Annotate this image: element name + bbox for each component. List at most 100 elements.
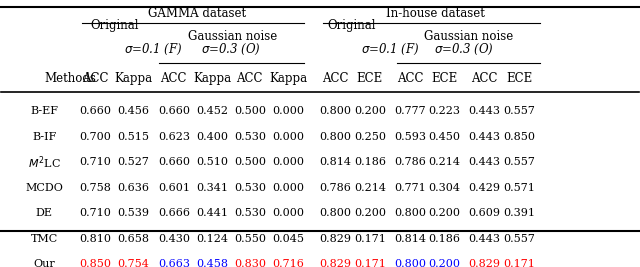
Text: Our: Our	[33, 259, 55, 267]
Text: 0.456: 0.456	[118, 107, 150, 116]
Text: 0.430: 0.430	[157, 234, 189, 244]
Text: 0.771: 0.771	[394, 183, 426, 193]
Text: 0.660: 0.660	[157, 158, 189, 167]
Text: 0.666: 0.666	[157, 208, 189, 218]
Text: ACC: ACC	[471, 72, 497, 85]
Text: 0.710: 0.710	[79, 208, 111, 218]
Text: 0.124: 0.124	[196, 234, 228, 244]
Text: Original: Original	[328, 19, 376, 32]
Text: 0.450: 0.450	[429, 132, 461, 142]
Text: 0.539: 0.539	[118, 208, 150, 218]
Text: B-EF: B-EF	[30, 107, 58, 116]
Text: 0.304: 0.304	[429, 183, 461, 193]
Text: 0.223: 0.223	[429, 107, 461, 116]
Text: 0.829: 0.829	[319, 234, 351, 244]
Text: GAMMA dataset: GAMMA dataset	[148, 7, 246, 21]
Text: 0.829: 0.829	[319, 259, 351, 267]
Text: 0.527: 0.527	[118, 158, 150, 167]
Text: 0.636: 0.636	[118, 183, 150, 193]
Text: ACC: ACC	[322, 72, 349, 85]
Text: 0.700: 0.700	[79, 132, 111, 142]
Text: B-IF: B-IF	[32, 132, 56, 142]
Text: 0.550: 0.550	[234, 234, 266, 244]
Text: Kappa: Kappa	[115, 72, 152, 85]
Text: 0.458: 0.458	[196, 259, 228, 267]
Text: 0.810: 0.810	[79, 234, 111, 244]
Text: 0.400: 0.400	[196, 132, 228, 142]
Text: MCDO: MCDO	[25, 183, 63, 193]
Text: 0.500: 0.500	[234, 158, 266, 167]
Text: 0.758: 0.758	[79, 183, 111, 193]
Text: 0.515: 0.515	[118, 132, 150, 142]
Text: 0.800: 0.800	[319, 208, 351, 218]
Text: 0.000: 0.000	[272, 107, 304, 116]
Text: 0.660: 0.660	[79, 107, 111, 116]
Text: 0.171: 0.171	[503, 259, 535, 267]
Text: 0.814: 0.814	[319, 158, 351, 167]
Text: 0.800: 0.800	[319, 132, 351, 142]
Text: 0.443: 0.443	[468, 132, 500, 142]
Text: 0.250: 0.250	[354, 132, 386, 142]
Text: DE: DE	[36, 208, 52, 218]
Text: 0.530: 0.530	[234, 183, 266, 193]
Text: Kappa: Kappa	[193, 72, 231, 85]
Text: 0.214: 0.214	[429, 158, 461, 167]
Text: 0.777: 0.777	[394, 107, 426, 116]
Text: Gaussian noise: Gaussian noise	[424, 30, 513, 43]
Text: 0.000: 0.000	[272, 208, 304, 218]
Text: ECE: ECE	[506, 72, 532, 85]
Text: 0.557: 0.557	[503, 107, 535, 116]
Text: Gaussian noise: Gaussian noise	[188, 30, 277, 43]
Text: 0.557: 0.557	[503, 234, 535, 244]
Text: 0.571: 0.571	[503, 183, 535, 193]
Text: 0.830: 0.830	[234, 259, 266, 267]
Text: 0.593: 0.593	[394, 132, 426, 142]
Text: 0.850: 0.850	[503, 132, 535, 142]
Text: 0.186: 0.186	[354, 158, 386, 167]
Text: 0.754: 0.754	[118, 259, 150, 267]
Text: 0.786: 0.786	[319, 183, 351, 193]
Text: 0.200: 0.200	[429, 259, 461, 267]
Text: 0.200: 0.200	[354, 107, 386, 116]
Text: 0.000: 0.000	[272, 158, 304, 167]
Text: $\sigma$=0.3 (O): $\sigma$=0.3 (O)	[435, 42, 494, 57]
Text: 0.200: 0.200	[429, 208, 461, 218]
Text: 0.829: 0.829	[468, 259, 500, 267]
Text: 0.530: 0.530	[234, 132, 266, 142]
Text: ACC: ACC	[397, 72, 423, 85]
Text: 0.710: 0.710	[79, 158, 111, 167]
Text: 0.443: 0.443	[468, 107, 500, 116]
Text: 0.045: 0.045	[272, 234, 304, 244]
Text: 0.716: 0.716	[272, 259, 304, 267]
Text: 0.510: 0.510	[196, 158, 228, 167]
Text: ACC: ACC	[161, 72, 187, 85]
Text: 0.658: 0.658	[118, 234, 150, 244]
Text: 0.814: 0.814	[394, 234, 426, 244]
Text: 0.530: 0.530	[234, 208, 266, 218]
Text: 0.500: 0.500	[234, 107, 266, 116]
Text: 0.000: 0.000	[272, 132, 304, 142]
Text: ACC: ACC	[237, 72, 263, 85]
Text: 0.800: 0.800	[394, 259, 426, 267]
Text: $\sigma$=0.1 (F): $\sigma$=0.1 (F)	[124, 42, 183, 57]
Text: 0.663: 0.663	[157, 259, 189, 267]
Text: 0.443: 0.443	[468, 158, 500, 167]
Text: $\sigma$=0.3 (O): $\sigma$=0.3 (O)	[201, 42, 261, 57]
Text: 0.186: 0.186	[429, 234, 461, 244]
Text: TMC: TMC	[31, 234, 58, 244]
Text: 0.214: 0.214	[354, 183, 386, 193]
Text: $\sigma$=0.1 (F): $\sigma$=0.1 (F)	[361, 42, 419, 57]
Text: 0.452: 0.452	[196, 107, 228, 116]
Text: 0.601: 0.601	[157, 183, 189, 193]
Text: 0.341: 0.341	[196, 183, 228, 193]
Text: 0.429: 0.429	[468, 183, 500, 193]
Text: 0.850: 0.850	[79, 259, 111, 267]
Text: 0.786: 0.786	[394, 158, 426, 167]
Text: Original: Original	[90, 19, 139, 32]
Text: 0.171: 0.171	[354, 259, 386, 267]
Text: 0.623: 0.623	[157, 132, 189, 142]
Text: 0.443: 0.443	[468, 234, 500, 244]
Text: 0.660: 0.660	[157, 107, 189, 116]
Text: 0.557: 0.557	[503, 158, 535, 167]
Text: 0.800: 0.800	[394, 208, 426, 218]
